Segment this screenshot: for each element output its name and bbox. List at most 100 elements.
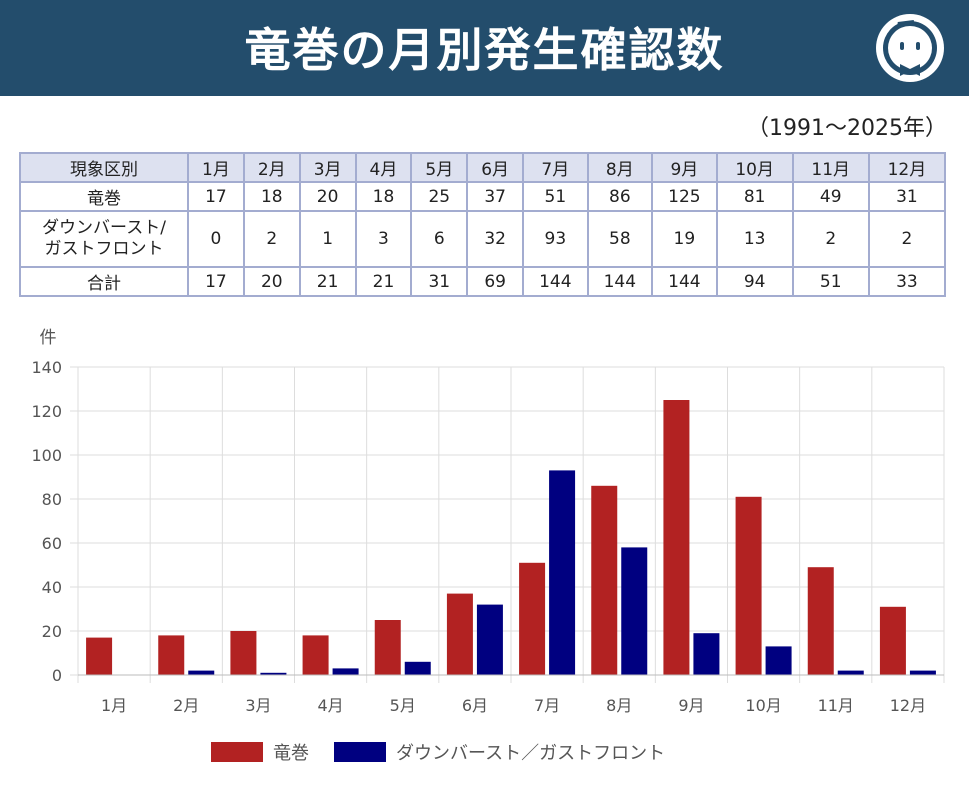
table-cell: 81 xyxy=(715,181,794,212)
x-tick-label: 7月 xyxy=(534,696,560,715)
x-tick-label: 6月 xyxy=(462,696,488,715)
bar-tornado xyxy=(374,620,401,675)
table-cell: 86 xyxy=(586,181,654,212)
table-header-cell: 5月 xyxy=(410,152,469,183)
table-header-cell: 7月 xyxy=(522,152,589,183)
table-cell: 69 xyxy=(466,266,525,297)
y-tick-label: 80 xyxy=(42,490,62,509)
bar-tornado xyxy=(86,637,113,675)
table-row: 合計 17 20 21 21 31 69 144 144 144 94 51 33 xyxy=(19,266,947,297)
bar-tornado xyxy=(302,635,329,675)
x-tick-label: 9月 xyxy=(678,696,704,715)
table-cell: 2 xyxy=(791,210,870,268)
table-header-cell: 1月 xyxy=(187,152,245,183)
y-tick-label: 100 xyxy=(31,446,62,465)
bar-tornado xyxy=(230,631,257,675)
table-header-cell: 4月 xyxy=(354,152,413,183)
x-tick-label: 11月 xyxy=(818,696,854,715)
table-cell: 125 xyxy=(651,181,718,212)
row-label: ダウンバースト/ガストフロント xyxy=(19,210,189,268)
bar-downburst xyxy=(837,670,864,675)
bar-tornado xyxy=(807,567,834,675)
bar-tornado xyxy=(519,562,546,675)
x-tick-label: 4月 xyxy=(317,696,343,715)
table-cell: 2 xyxy=(242,210,301,268)
bar-tornado xyxy=(158,635,185,675)
table-cell: 6 xyxy=(410,210,469,268)
table-cell: 31 xyxy=(410,266,469,297)
bar-downburst xyxy=(549,470,576,675)
table-cell: 94 xyxy=(715,266,794,297)
table-header-cell: 8月 xyxy=(586,152,654,183)
legend-label[interactable]: ダウンバースト／ガストフロント xyxy=(396,743,665,764)
bar-tornado xyxy=(879,606,906,675)
table-cell: 0 xyxy=(187,210,245,268)
y-tick-label: 40 xyxy=(42,578,62,597)
table-cell: 2 xyxy=(867,210,947,268)
table-cell: 33 xyxy=(867,266,947,297)
table-cell: 20 xyxy=(242,266,301,297)
table-cell: 144 xyxy=(522,266,589,297)
table-header-cell: 9月 xyxy=(651,152,718,183)
table-cell: 13 xyxy=(715,210,794,268)
y-axis-label: 件 xyxy=(40,328,57,348)
legend-label[interactable]: 竜巻 xyxy=(273,743,309,764)
table-cell: 17 xyxy=(187,266,245,297)
row-label-line: ガストフロント xyxy=(44,239,164,259)
table-header-cell: 3月 xyxy=(298,152,357,183)
table-cell: 51 xyxy=(522,181,589,212)
row-label: 竜巻 xyxy=(19,181,189,212)
legend-swatch xyxy=(211,742,263,762)
table-header-cell: 2月 xyxy=(242,152,301,183)
x-tick-label: 3月 xyxy=(245,696,271,715)
table-cell: 17 xyxy=(187,181,245,212)
table-cell: 51 xyxy=(791,266,870,297)
table-header-cell: 6月 xyxy=(466,152,525,183)
bar-downburst xyxy=(621,547,648,675)
x-tick-label: 2月 xyxy=(173,696,199,715)
table-cell: 20 xyxy=(298,181,357,212)
row-label-line: ダウンバースト/ xyxy=(42,218,166,238)
table-cell: 37 xyxy=(466,181,525,212)
row-label: 合計 xyxy=(19,266,189,297)
bar-tornado xyxy=(446,593,473,675)
table-cell: 58 xyxy=(586,210,654,268)
x-tick-label: 12月 xyxy=(890,696,926,715)
x-tick-label: 1月 xyxy=(101,696,127,715)
table-cell: 21 xyxy=(354,266,413,297)
data-table: 現象区別 1月 2月 3月 4月 5月 6月 7月 8月 9月 10月 11月 12月 竜巻 17 18 20… xyxy=(19,152,947,297)
bar-downburst xyxy=(909,670,936,675)
legend-swatch xyxy=(334,742,386,762)
period-label: （1991〜2025年） xyxy=(747,116,947,141)
table-row: 竜巻 17 18 20 18 25 37 51 86 125 81 49 31 xyxy=(19,181,947,212)
table-header-cell: 現象区別 xyxy=(19,152,189,183)
bar-downburst xyxy=(404,661,431,675)
bar-downburst xyxy=(188,670,215,675)
y-tick-label: 20 xyxy=(42,622,62,641)
bar-tornado xyxy=(591,485,618,675)
table-header-cell: 11月 xyxy=(791,152,870,183)
bar-downburst xyxy=(765,646,792,675)
y-tick-label: 140 xyxy=(31,358,62,377)
table-header-cell: 10月 xyxy=(715,152,794,183)
header: 竜巻の月別発生確認数 xyxy=(0,0,969,96)
table-cell: 49 xyxy=(791,181,870,212)
x-tick-label: 5月 xyxy=(390,696,416,715)
mascot-logo-icon xyxy=(876,14,944,82)
y-tick-label: 60 xyxy=(42,534,62,553)
x-tick-label: 10月 xyxy=(745,696,781,715)
bar-downburst xyxy=(693,633,720,675)
y-tick-label: 0 xyxy=(52,666,62,685)
bar-downburst xyxy=(260,672,287,675)
table-cell: 32 xyxy=(466,210,525,268)
table-cell: 3 xyxy=(354,210,413,268)
table-header-cell: 12月 xyxy=(867,152,947,183)
table-cell: 31 xyxy=(867,181,947,212)
table-cell: 18 xyxy=(242,181,301,212)
table-cell: 25 xyxy=(410,181,469,212)
bar-tornado xyxy=(663,400,690,675)
bar-tornado xyxy=(735,496,762,675)
table-cell: 21 xyxy=(298,266,357,297)
table-cell: 144 xyxy=(586,266,654,297)
table-cell: 19 xyxy=(651,210,718,268)
